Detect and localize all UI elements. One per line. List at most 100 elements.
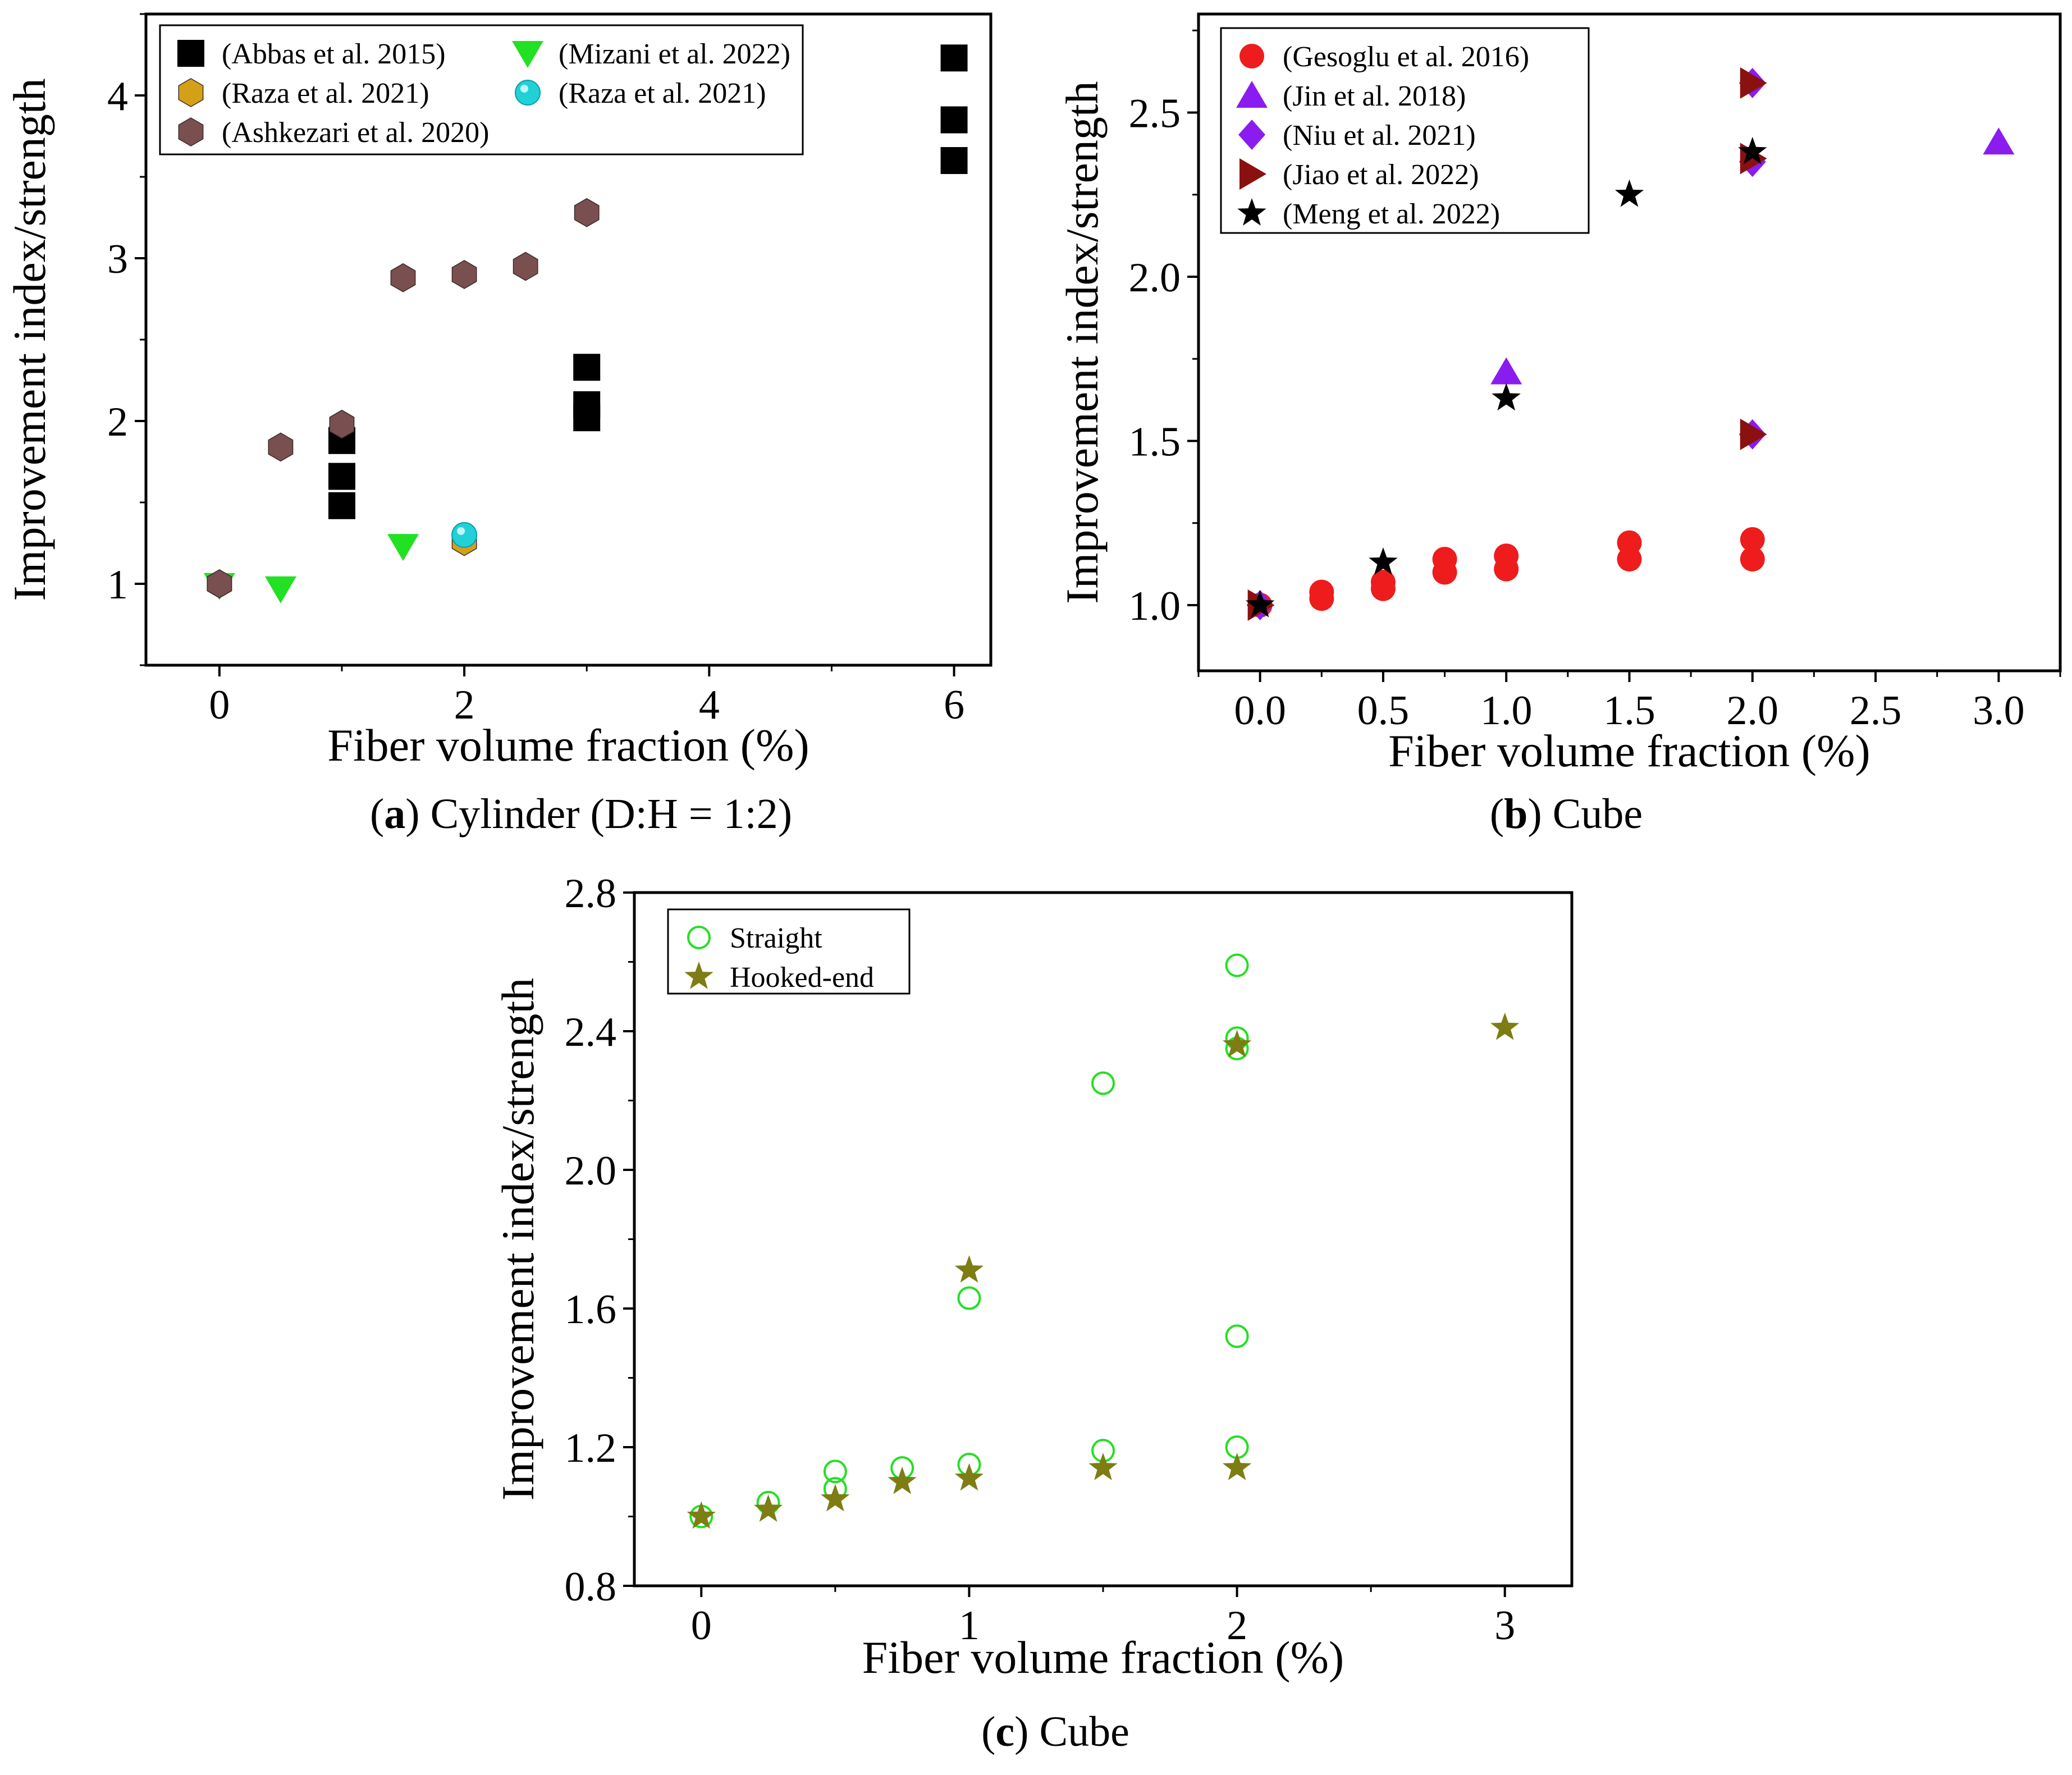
series-1 [687, 1012, 1520, 1529]
data-point [823, 1460, 847, 1484]
data-point [1245, 590, 1275, 617]
x-tick-label: 0.0 [1234, 688, 1286, 734]
legend-marker [512, 41, 543, 68]
y-axis-title: Improvement index/strength [1056, 81, 1108, 603]
y-tick-label: 2 [107, 399, 128, 445]
data-point [1740, 418, 1767, 450]
legend-entry: (Raza et al. 2021) [559, 77, 766, 109]
data-point [957, 1286, 981, 1310]
data-point [940, 106, 968, 134]
x-tick-label: 2 [1227, 1603, 1247, 1649]
chart-caption: (a) Cylinder (D:H = 1:2) [370, 790, 792, 838]
data-point [390, 263, 416, 292]
legend: (Abbas et al. 2015) (Mizani et al. 2022) (… [159, 24, 804, 155]
data-point [1617, 530, 1642, 555]
series-1 [203, 534, 419, 603]
data-point [821, 1484, 850, 1512]
legend-marker [1238, 120, 1265, 150]
x-tick-label: 3 [1494, 1603, 1515, 1649]
y-tick-label: 4 [107, 74, 128, 120]
chart-caption: (b) Cube [1490, 790, 1643, 838]
legend-marker [177, 40, 204, 67]
data-point [753, 1494, 783, 1522]
y-axis-title: Improvement index/strength [492, 978, 543, 1500]
y-tick-label: 2.0 [565, 1148, 617, 1194]
data-point [1614, 179, 1644, 207]
data-point-highlight [457, 527, 465, 535]
data-point [264, 576, 296, 603]
data-point [1738, 136, 1767, 164]
y-tick-label: 1.6 [565, 1287, 617, 1333]
series-4 [1245, 136, 1767, 617]
data-point [1983, 127, 2015, 155]
data-point [574, 198, 600, 227]
data-point [573, 391, 601, 418]
data-point [940, 44, 968, 72]
x-axis-title: Fiber volume fraction (%) [862, 1632, 1344, 1683]
data-point [940, 147, 968, 174]
x-tick-label: 2.0 [1727, 688, 1779, 734]
data-point [573, 354, 601, 381]
legend-marker [687, 926, 711, 949]
legend-box [159, 24, 804, 155]
legend-marker [178, 117, 204, 147]
series-0 [1247, 527, 1765, 617]
legend-marker-highlight [520, 85, 528, 93]
data-point [1740, 67, 1767, 99]
y-tick-label: 1.5 [1129, 419, 1181, 465]
legend-marker [684, 962, 713, 989]
plot-frame [633, 891, 1574, 1588]
data-point [954, 1463, 984, 1491]
x-tick-label: 1 [959, 1603, 980, 1649]
legend-entry: (Meng et al. 2022) [1283, 198, 1500, 230]
y-tick-label: 3 [107, 236, 128, 282]
data-point [513, 251, 538, 281]
x-tick-label: 2.5 [1850, 688, 1902, 734]
data-point [1740, 547, 1765, 572]
data-point [268, 432, 294, 462]
data-point [1432, 547, 1457, 572]
legend-marker [515, 80, 541, 106]
legend-box [1220, 27, 1590, 234]
x-tick-label: 1.0 [1480, 688, 1533, 734]
y-tick-label: 2.4 [565, 1009, 617, 1055]
legend-entry: Hooked-end [730, 962, 874, 994]
legend-marker [1239, 158, 1266, 190]
legend-entry: (Niu et al. 2021) [1283, 120, 1476, 152]
data-point [1494, 543, 1519, 569]
legend-marker [178, 78, 204, 107]
data-point [1222, 1453, 1252, 1480]
data-point [1088, 1453, 1118, 1480]
data-point [1222, 1030, 1252, 1058]
y-tick-label: 2.0 [1129, 255, 1181, 301]
legend-entry: (Mizani et al. 2022) [559, 38, 790, 70]
y-tick-label: 2.8 [565, 871, 617, 917]
data-point [1225, 953, 1249, 977]
legend-entry: (Jin et al. 2018) [1283, 80, 1466, 112]
y-tick-label: 0.8 [565, 1564, 617, 1610]
legend-entry: (Ashkezari et al. 2020) [222, 117, 489, 149]
data-point [329, 409, 355, 439]
series-3 [451, 522, 478, 548]
chart-caption: (c) Cube [981, 1708, 1129, 1755]
data-point [1490, 357, 1522, 385]
series-0 [689, 953, 1249, 1529]
series-4 [207, 198, 600, 598]
data-point [1740, 527, 1765, 552]
data-point [888, 1466, 917, 1494]
x-tick-label: 6 [944, 682, 964, 728]
data-point [687, 1501, 716, 1529]
series-1 [1490, 127, 2015, 385]
legend-entry: (Abbas et al. 2015) [222, 38, 446, 70]
legend-entry: (Raza et al. 2021) [222, 77, 429, 109]
legend-entry: (Gesoglu et al. 2016) [1283, 41, 1529, 73]
data-point [207, 569, 232, 598]
data-point [1091, 1071, 1115, 1095]
x-tick-label: 0 [209, 682, 230, 728]
data-point [387, 534, 419, 561]
x-tick-label: 4 [699, 682, 720, 728]
data-point [1369, 547, 1398, 575]
